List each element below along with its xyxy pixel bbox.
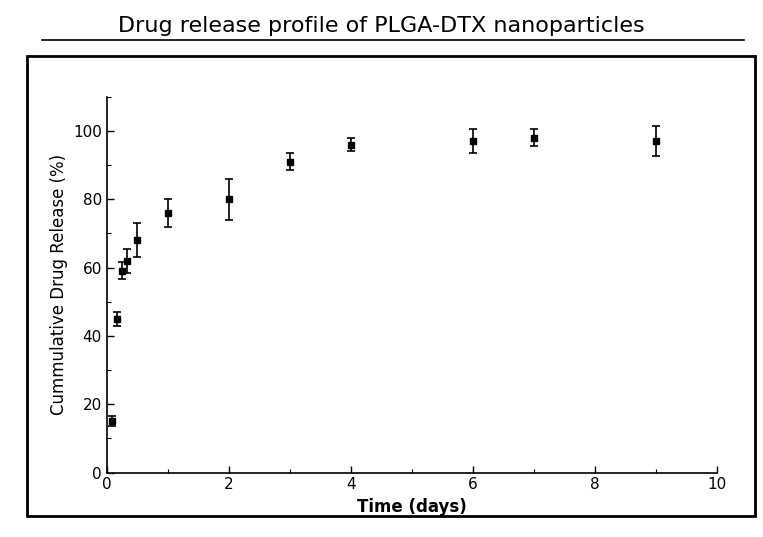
X-axis label: Time (days): Time (days): [357, 498, 467, 516]
Text: Drug release profile of PLGA-DTX nanoparticles: Drug release profile of PLGA-DTX nanopar…: [118, 16, 645, 36]
Y-axis label: Cummulative Drug Release (%): Cummulative Drug Release (%): [50, 154, 68, 415]
